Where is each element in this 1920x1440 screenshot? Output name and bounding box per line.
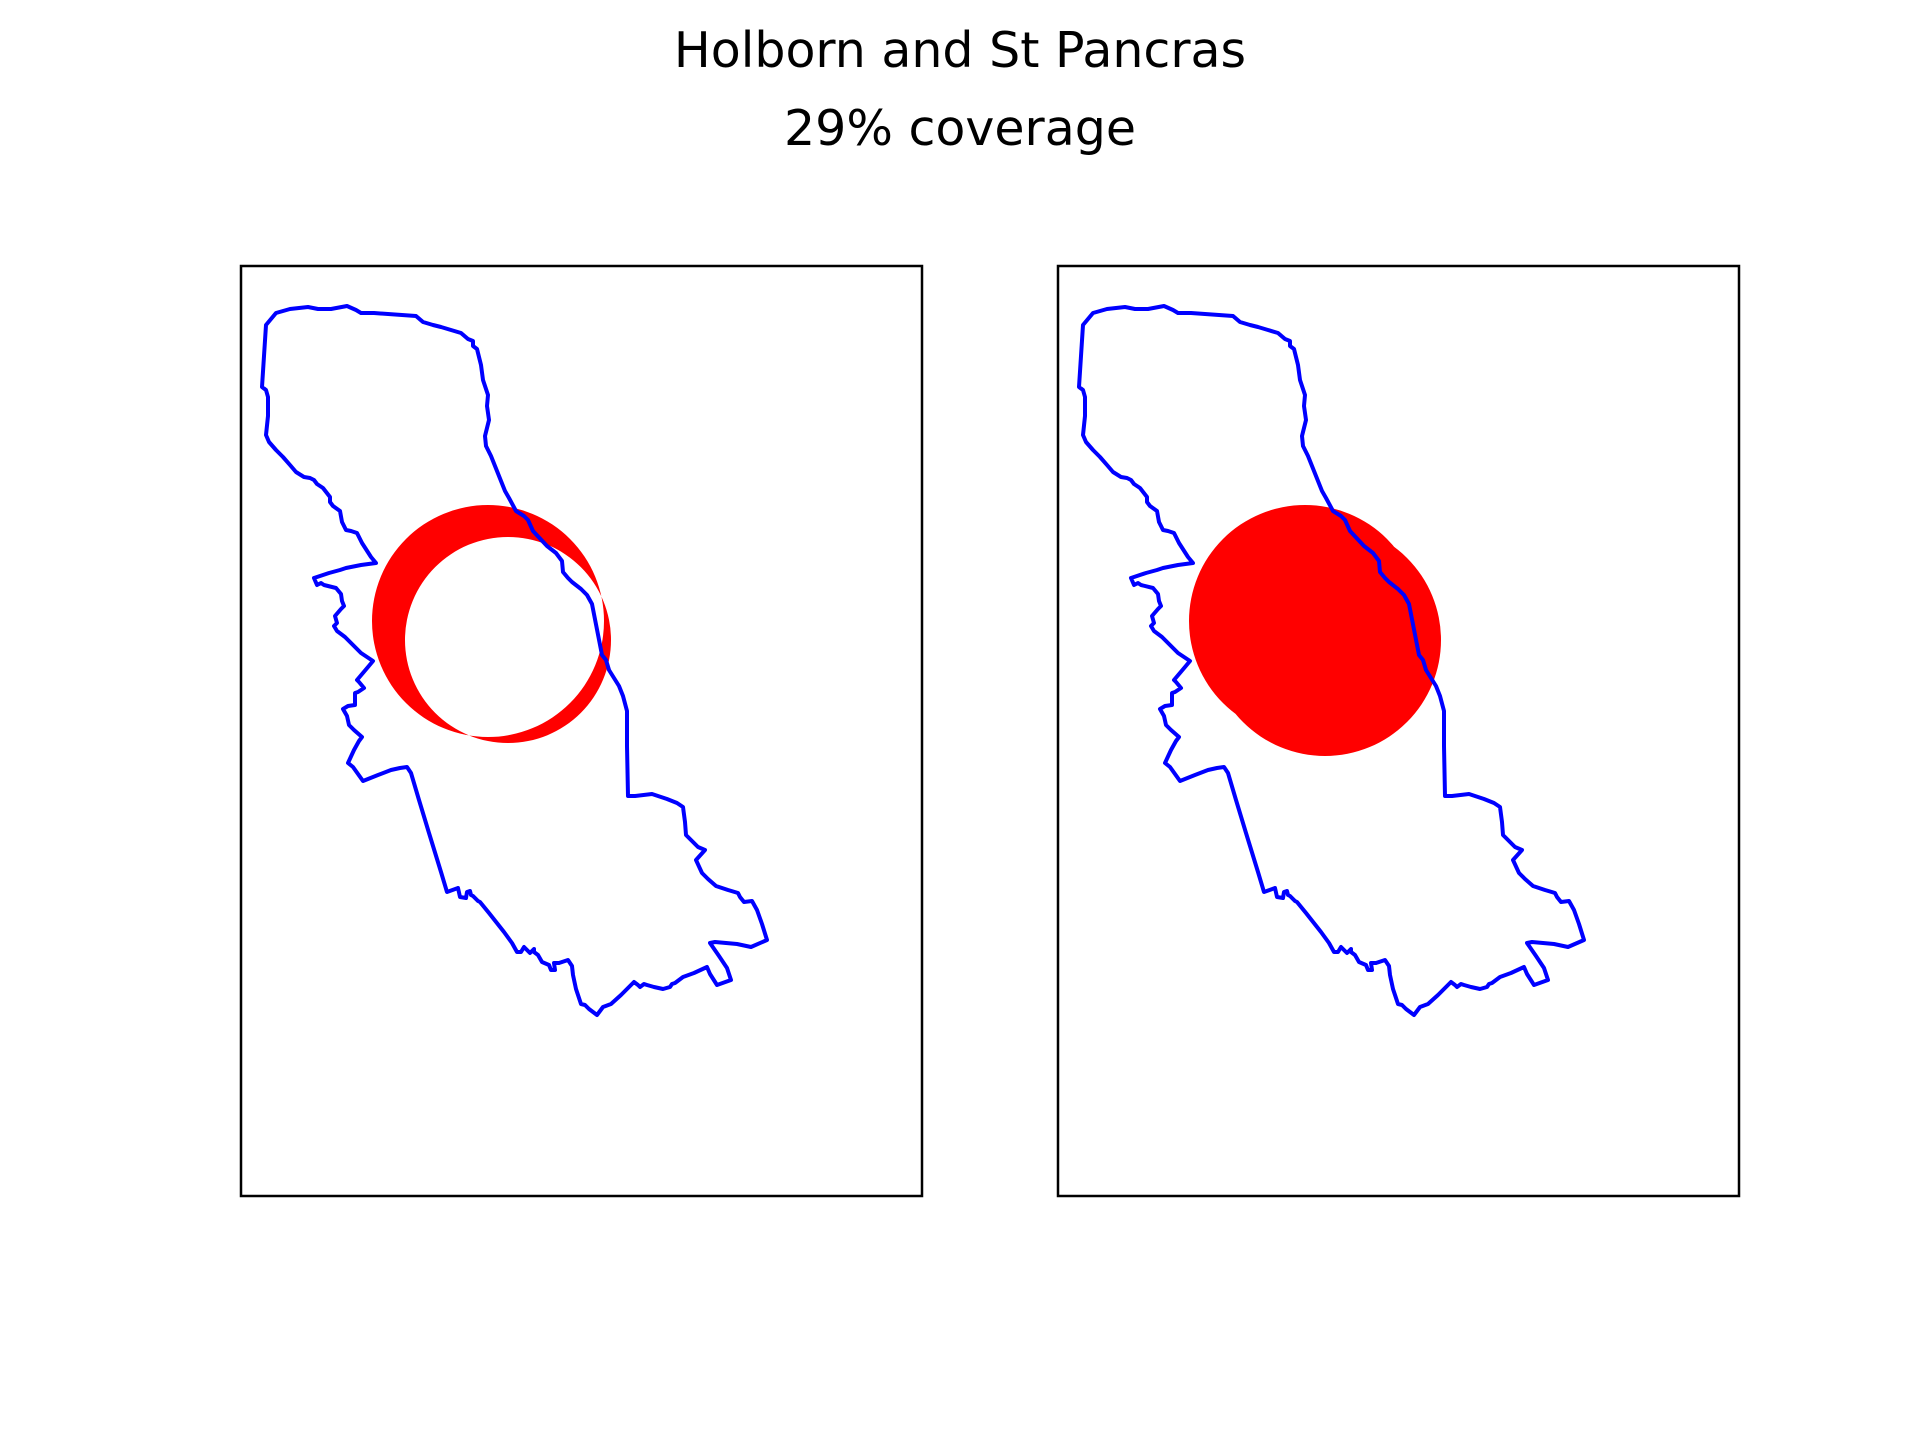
- chart-subtitle: 29% coverage: [784, 100, 1136, 157]
- coverage-disc: [1189, 505, 1441, 756]
- coverage-ring: [372, 505, 611, 744]
- map-panel-right: [1056, 264, 1741, 1198]
- constituency-boundary: [260, 304, 769, 1017]
- map-panel-left: [239, 264, 924, 1198]
- axes-frame: [1056, 264, 1741, 1198]
- axes-frame: [239, 264, 924, 1198]
- chart-title: Holborn and St Pancras: [673, 22, 1247, 79]
- constituency-boundary: [1077, 304, 1586, 1017]
